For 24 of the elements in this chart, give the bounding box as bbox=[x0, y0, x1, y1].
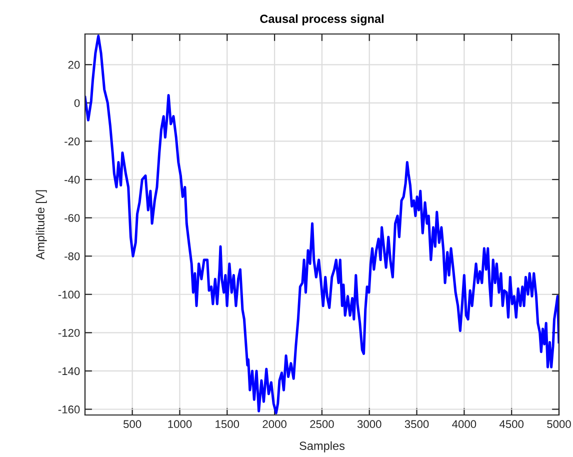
y-tick-label: -20 bbox=[64, 137, 80, 146]
y-tick-label: -140 bbox=[58, 367, 80, 376]
x-tick-label: 4500 bbox=[499, 420, 524, 428]
y-tick-label: -100 bbox=[58, 290, 80, 299]
x-tick-label: 1000 bbox=[168, 420, 192, 428]
y-tick-label: -80 bbox=[64, 252, 80, 260]
y-tick-label: 0 bbox=[74, 99, 80, 108]
y-tick-label: -120 bbox=[58, 328, 80, 337]
x-tick-label: 5000 bbox=[547, 420, 571, 428]
y-tick-label: 20 bbox=[68, 60, 80, 69]
x-tick-label: 3000 bbox=[357, 420, 382, 428]
chart-title: Causal process signal bbox=[260, 14, 384, 26]
x-tick-label: 2500 bbox=[310, 420, 334, 428]
x-tick-label: 4000 bbox=[452, 420, 476, 428]
x-tick-label: 500 bbox=[123, 420, 142, 428]
y-tick-label: -40 bbox=[64, 176, 80, 184]
y-tick-label: -160 bbox=[58, 406, 80, 414]
x-tick-label: 1500 bbox=[216, 420, 240, 428]
line-series bbox=[85, 34, 559, 414]
y-axis-title: Amplitude [V] bbox=[36, 190, 47, 260]
x-tick-label: 3500 bbox=[404, 420, 429, 428]
x-tick-label: 2000 bbox=[262, 420, 286, 428]
x-axis-title: Samples bbox=[300, 441, 345, 452]
y-tick-label: -60 bbox=[64, 214, 80, 222]
